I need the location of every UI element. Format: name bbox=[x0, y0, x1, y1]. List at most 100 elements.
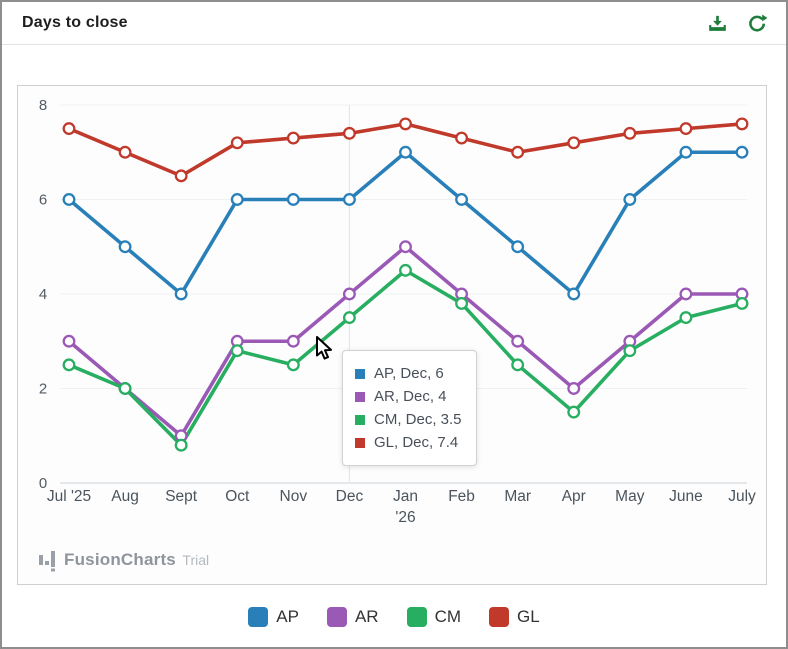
data-point-cm[interactable] bbox=[118, 382, 132, 395]
data-point-ap[interactable] bbox=[174, 287, 188, 301]
x-axis-tick-label: June bbox=[669, 488, 703, 505]
data-point-gl[interactable] bbox=[623, 126, 637, 140]
tooltip-row-cm: CM, Dec, 3.5 bbox=[355, 408, 462, 431]
data-point-cm[interactable] bbox=[735, 296, 749, 310]
data-point-cm[interactable] bbox=[399, 263, 412, 277]
legend-label: CM bbox=[434, 607, 462, 626]
header-toolbar bbox=[706, 12, 768, 34]
data-point-ap[interactable] bbox=[679, 145, 693, 159]
tooltip-row-gl: GL, Dec, 7.4 bbox=[355, 431, 462, 454]
data-point-gl[interactable] bbox=[230, 136, 244, 150]
data-point-ar[interactable] bbox=[62, 334, 76, 348]
x-axis-tick-label: Oct bbox=[225, 488, 250, 505]
data-point-gl[interactable] bbox=[455, 131, 469, 145]
tooltip-row-ar: AR, Dec, 4 bbox=[355, 385, 462, 408]
legend-item-ar[interactable]: AR bbox=[326, 607, 379, 627]
data-point-gl[interactable] bbox=[286, 131, 300, 145]
x-axis-tick-label: Sept bbox=[165, 488, 198, 505]
chart-tooltip: AP, Dec, 6 AR, Dec, 4 CM, Dec, 3.5 GL, Dec,… bbox=[342, 350, 477, 466]
legend-item-cm[interactable]: CM bbox=[406, 607, 462, 627]
tooltip-text: AP, Dec, 6 bbox=[374, 365, 444, 382]
data-point-cm[interactable] bbox=[342, 311, 356, 325]
tooltip-text: CM, Dec, 3.5 bbox=[374, 411, 462, 428]
data-point-gl[interactable] bbox=[174, 169, 188, 183]
data-point-ar[interactable] bbox=[679, 287, 693, 301]
line-chart-canvas[interactable]: 0 2 4 6 8 Jul '25 Aug Sept Oct Nov Dec Jan '26 Feb Mar… bbox=[18, 86, 766, 584]
data-point-cm[interactable] bbox=[230, 344, 244, 358]
data-point-cm[interactable] bbox=[623, 344, 637, 358]
data-point-ar[interactable] bbox=[511, 334, 525, 348]
data-point-ap[interactable] bbox=[399, 145, 412, 159]
x-axis-tick-label: Nov bbox=[280, 488, 308, 505]
data-point-ap[interactable] bbox=[62, 193, 76, 206]
legend-label: GL bbox=[517, 607, 540, 626]
download-button[interactable] bbox=[706, 12, 728, 34]
data-point-ar[interactable] bbox=[399, 240, 412, 254]
widget-header: Days to close bbox=[2, 2, 786, 45]
watermark-suffix: Trial bbox=[182, 552, 210, 568]
data-point-gl[interactable] bbox=[511, 145, 525, 159]
data-point-cm[interactable] bbox=[62, 358, 76, 372]
chart-panel: 0 2 4 6 8 Jul '25 Aug Sept Oct Nov Dec Jan '26 Feb Mar… bbox=[17, 85, 767, 585]
data-point-cm[interactable] bbox=[455, 296, 469, 310]
tooltip-text: GL, Dec, 7.4 bbox=[374, 434, 459, 451]
x-axis-tick-label: Mar bbox=[504, 488, 531, 505]
data-point-ap[interactable] bbox=[118, 240, 132, 254]
legend-swatch-icon bbox=[248, 607, 269, 627]
data-point-cm[interactable] bbox=[567, 405, 581, 419]
data-point-ap[interactable] bbox=[567, 287, 581, 301]
legend-item-ap[interactable]: AP bbox=[248, 607, 299, 627]
data-point-ar[interactable] bbox=[342, 287, 356, 301]
x-axis-tick-label: Apr bbox=[562, 488, 586, 505]
x-axis-tick-label: Jul '25 bbox=[47, 488, 91, 505]
data-point-ap[interactable] bbox=[286, 193, 300, 206]
x-axis-tick-label: Aug bbox=[111, 488, 139, 505]
data-point-gl[interactable] bbox=[567, 136, 581, 150]
data-point-cm[interactable] bbox=[511, 358, 525, 372]
x-axis-tick-label: Jan '26 bbox=[393, 488, 418, 526]
y-axis-tick-label: 8 bbox=[39, 97, 47, 114]
data-point-cm[interactable] bbox=[174, 438, 188, 452]
chart-legend: AP AR CM GL bbox=[2, 607, 786, 627]
data-point-ap[interactable] bbox=[230, 193, 244, 206]
data-point-gl[interactable] bbox=[735, 117, 749, 131]
x-axis-tick-label: Feb bbox=[448, 488, 475, 505]
data-point-ar[interactable] bbox=[567, 382, 581, 395]
legend-label: AP bbox=[276, 607, 299, 626]
tooltip-swatch-icon bbox=[355, 414, 365, 425]
x-axis-tick-label: July bbox=[728, 488, 756, 505]
fusioncharts-logo-icon bbox=[39, 551, 55, 572]
data-point-ap[interactable] bbox=[623, 193, 637, 206]
y-axis-tick-label: 4 bbox=[39, 286, 47, 303]
watermark-brand: FusionCharts bbox=[64, 550, 176, 569]
fusioncharts-watermark: FusionCharts Trial bbox=[38, 548, 209, 572]
legend-item-gl[interactable]: GL bbox=[489, 607, 540, 627]
data-point-ap[interactable] bbox=[735, 145, 749, 159]
data-point-ap[interactable] bbox=[455, 193, 469, 206]
data-point-ap[interactable] bbox=[342, 193, 356, 206]
tooltip-text: AR, Dec, 4 bbox=[374, 388, 447, 405]
x-axis-tick-label: Dec bbox=[336, 488, 364, 505]
refresh-button[interactable] bbox=[746, 12, 768, 34]
data-point-ap[interactable] bbox=[511, 240, 525, 254]
legend-swatch-icon bbox=[326, 607, 347, 627]
data-point-cm[interactable] bbox=[679, 311, 693, 325]
data-point-gl[interactable] bbox=[342, 126, 356, 140]
refresh-icon bbox=[748, 14, 767, 32]
data-point-cm[interactable] bbox=[286, 358, 300, 372]
legend-swatch-icon bbox=[406, 607, 427, 627]
tooltip-swatch-icon bbox=[355, 368, 365, 379]
data-point-gl[interactable] bbox=[399, 117, 412, 131]
tooltip-row-ap: AP, Dec, 6 bbox=[355, 362, 462, 385]
page-title: Days to close bbox=[22, 14, 128, 31]
tooltip-swatch-icon bbox=[355, 391, 365, 402]
legend-swatch-icon bbox=[489, 607, 510, 627]
download-icon bbox=[708, 15, 726, 31]
y-axis-tick-label: 2 bbox=[39, 381, 47, 398]
data-point-gl[interactable] bbox=[118, 145, 132, 159]
data-point-gl[interactable] bbox=[679, 122, 693, 136]
data-point-ar[interactable] bbox=[286, 334, 300, 348]
x-axis-tick-label: May bbox=[615, 488, 645, 505]
data-point-gl[interactable] bbox=[62, 122, 76, 136]
